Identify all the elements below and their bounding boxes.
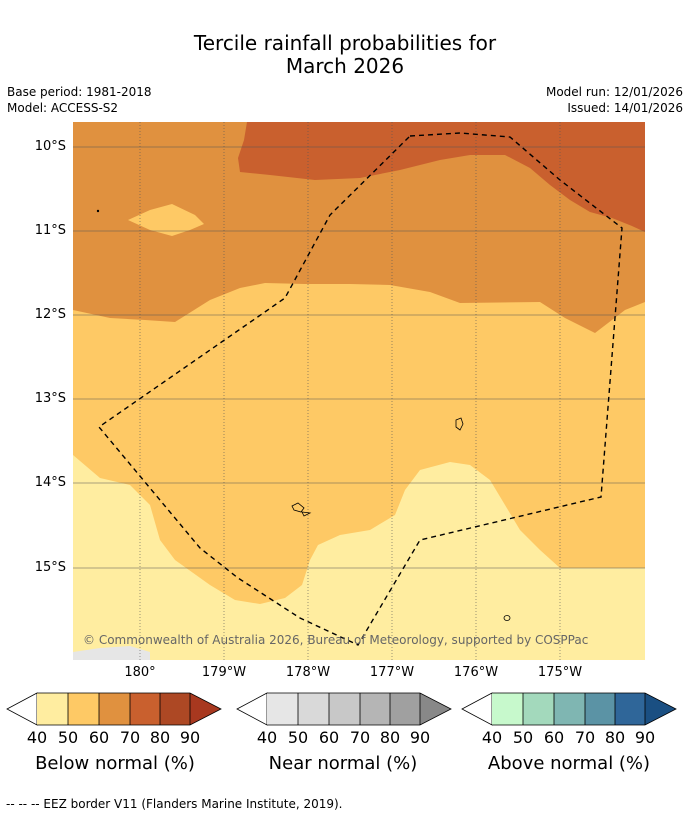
- cb-above-tick-50: 50: [512, 728, 534, 747]
- lon-label-180: 180°: [124, 665, 156, 680]
- island-south-b: [301, 511, 312, 517]
- cb-below-tick-90: 90: [179, 728, 201, 747]
- cb-near-outline: [267, 692, 452, 726]
- island-northwest: [96, 209, 100, 213]
- cb-near-low-extend: [236, 692, 268, 726]
- eez-footnote: -- -- -- EEZ border V11 (Flanders Marine…: [6, 797, 343, 811]
- model-run: Model run: 12/01/2026: [545, 85, 683, 99]
- base-period: Base period: 1981-2018: [7, 85, 152, 99]
- island-east: [455, 417, 464, 431]
- cb-above-70-80: [585, 693, 615, 725]
- lon-label-176w: 176°W: [453, 665, 499, 680]
- cb-above-tick-40: 40: [481, 728, 503, 747]
- cb-near-40-50: [267, 693, 298, 725]
- cb-above-title: Above normal (%): [487, 753, 651, 774]
- cb-below-tick-80: 80: [149, 728, 171, 747]
- cb-below-outline: [37, 692, 222, 726]
- lat-label-11s: 11°S: [34, 223, 66, 238]
- cb-above-tick-60: 60: [543, 728, 565, 747]
- probability-contours: [73, 122, 645, 660]
- cb-above-50-60: [523, 693, 554, 725]
- map-title-line2: March 2026: [285, 54, 405, 78]
- cb-near-60-70: [329, 693, 360, 725]
- lon-label-178w: 178°W: [285, 665, 331, 680]
- cb-near-tick-90: 90: [409, 728, 431, 747]
- cb-near-80-90: [390, 693, 420, 725]
- cb-above-tick-70: 70: [574, 728, 596, 747]
- colorbar-near: [236, 692, 452, 726]
- islands: [96, 209, 511, 621]
- cb-near-50-60: [298, 693, 329, 725]
- cb-near-tick-60: 60: [318, 728, 340, 747]
- cb-above-low-extend: [461, 692, 493, 726]
- lat-label-12s: 12°S: [34, 307, 66, 322]
- cb-below-low-extend: [6, 692, 38, 726]
- copyright-notice: © Commonwealth of Australia 2026, Bureau…: [83, 633, 589, 647]
- cb-below-50-60: [68, 693, 99, 725]
- cb-above-80-90: [615, 693, 645, 725]
- cb-below-70-80: [130, 693, 160, 725]
- cb-above-tick-90: 90: [634, 728, 656, 747]
- lat-label-13s: 13°S: [34, 391, 66, 406]
- cb-below-tick-40: 40: [26, 728, 48, 747]
- cb-near-tick-40: 40: [256, 728, 278, 747]
- lat-label-10s: 10°S: [34, 139, 66, 154]
- cb-below-80-90: [160, 693, 190, 725]
- island-southeast: [503, 615, 511, 621]
- cb-below-tick-70: 70: [119, 728, 141, 747]
- cb-below-tick-60: 60: [88, 728, 110, 747]
- issued-date: Issued: 14/01/2026: [567, 101, 683, 115]
- cb-above-40-50: [492, 693, 523, 725]
- cb-near-tick-80: 80: [379, 728, 401, 747]
- cb-near-tick-50: 50: [287, 728, 309, 747]
- cb-above-outline: [492, 692, 677, 726]
- lon-label-179w: 179°W: [201, 665, 247, 680]
- cb-near-70-80: [360, 693, 390, 725]
- contour-below-60-70: [73, 122, 645, 333]
- colorbar-below: [6, 692, 222, 726]
- cb-below-60-70: [99, 693, 130, 725]
- cb-below-40-50: [37, 693, 68, 725]
- contour-near-40-50: [73, 646, 150, 660]
- lon-label-175w: 175°W: [537, 665, 583, 680]
- cb-above-tick-80: 80: [604, 728, 626, 747]
- cb-above-high-extend: [645, 693, 676, 725]
- lat-label-15s: 15°S: [34, 560, 66, 575]
- contour-below-70-80: [238, 122, 645, 232]
- contour-below-40-50-patch: [128, 204, 204, 236]
- cb-near-tick-70: 70: [349, 728, 371, 747]
- lat-label-14s: 14°S: [34, 475, 66, 490]
- cb-below-tick-50: 50: [57, 728, 79, 747]
- colorbar-above: [461, 692, 677, 726]
- lon-label-177w: 177°W: [369, 665, 415, 680]
- graticule: [73, 122, 645, 660]
- cb-below-title: Below normal (%): [35, 753, 195, 774]
- cb-above-60-70: [554, 693, 585, 725]
- cb-below-high-extend: [190, 693, 221, 725]
- island-south-a: [291, 502, 305, 513]
- cb-near-high-extend: [420, 693, 451, 725]
- map-title-line1: Tercile rainfall probabilities for: [193, 31, 497, 55]
- cb-near-title: Near normal (%): [268, 753, 418, 774]
- model-name: Model: ACCESS-S2: [7, 101, 119, 115]
- eez-border: [97, 132, 623, 646]
